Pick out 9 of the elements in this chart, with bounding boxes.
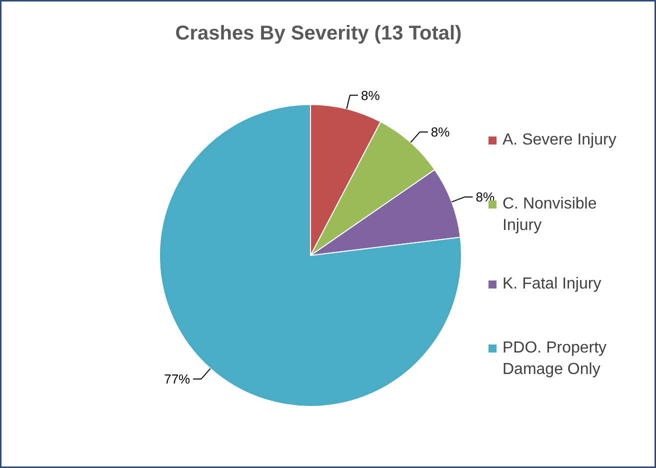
legend-label: K. Fatal Injury [502,276,602,292]
legend-label: PDO. Property Damage Only [502,340,607,378]
data-label: 8% [430,124,450,140]
data-label: 77% [164,372,191,387]
data-label: 8% [360,88,380,103]
data-label: 8% [476,189,495,204]
legend-label: C. Nonvisible Injury [502,196,597,234]
legend-label: A. Severe Injury [502,132,616,148]
chart-title: Crashes By Severity (13 Total) [175,22,462,44]
